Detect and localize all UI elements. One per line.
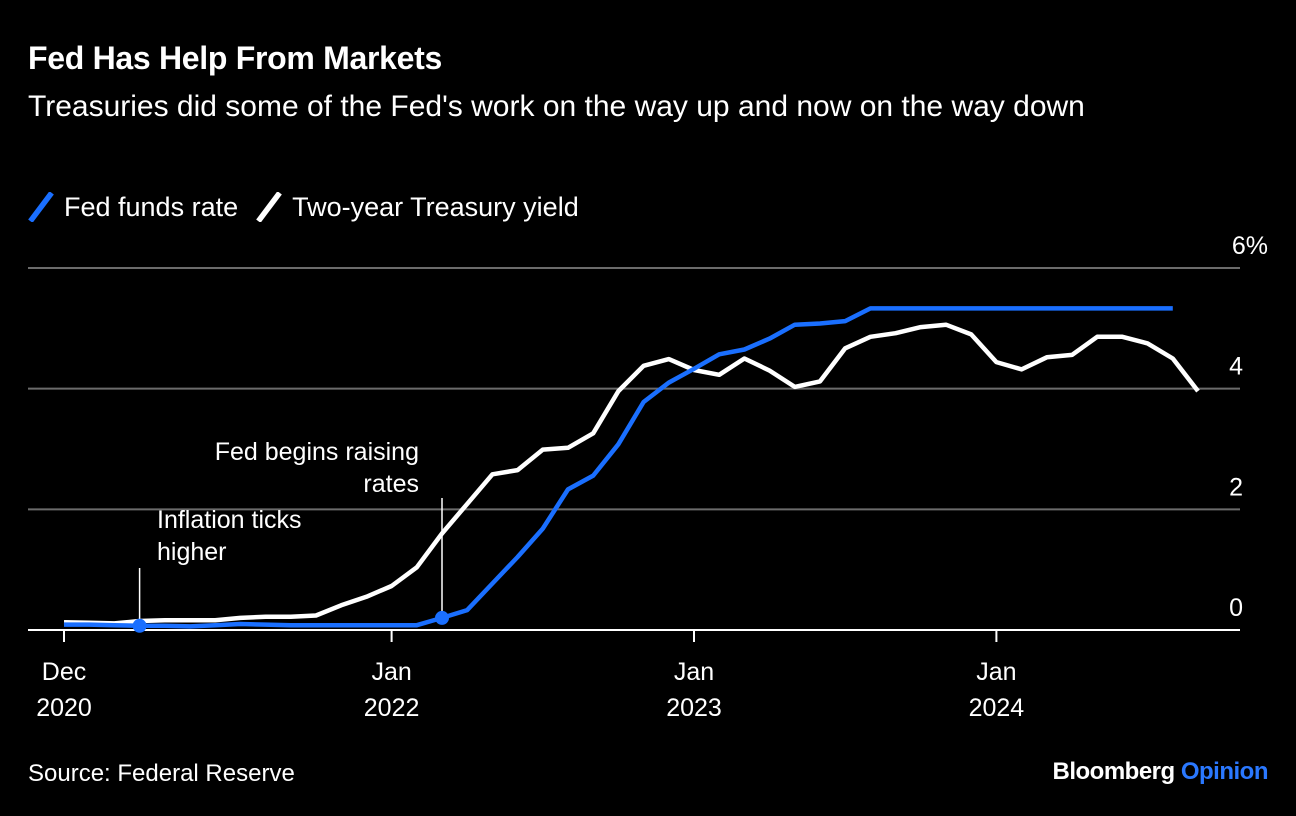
series-lines [63,306,1200,629]
annotation-text-0-line-1: higher [157,538,227,566]
x-tick-label-month-0: Dec [42,658,86,686]
x-tick-label-year-2: 2023 [666,694,722,722]
legend-item-treasury: Two-year Treasury yield [256,192,579,223]
annotation-marker-0 [132,618,147,633]
annotation-text-1-line-1: rates [363,470,419,498]
x-tick-label-month-3: Jan [976,658,1016,686]
legend-item-fed-funds: Fed funds rate [28,192,238,223]
y-tick-label-2: 2 [1229,473,1243,501]
annotation-marker-1 [435,610,449,625]
x-tick-label-month-2: Jan [674,658,714,686]
grid-lines [28,267,1240,631]
brand-logo: Bloomberg Opinion [1053,758,1269,786]
legend-swatch-fed-funds [28,192,54,222]
source-note: Source: Federal Reserve [28,760,295,787]
x-tick-label-year-3: 2024 [969,694,1025,722]
y-tick-label-4: 4 [1229,353,1243,381]
annotations: Inflation ticks higher Fed begins raising r… [138,438,443,626]
x-axis: Dec 2020 Jan 2022 Jan 2023 Jan 2024 [36,630,1024,722]
annotation-markers [132,610,449,633]
chart-title: Fed Has Help From Markets [28,40,442,76]
chart-subtitle: Treasuries did some of the Fed's work on… [28,90,1085,123]
x-tick-label-year-1: 2022 [364,694,420,722]
legend-label-fed-funds: Fed funds rate [64,191,239,222]
legend: Fed funds rate Two-year Treasury yield [28,190,597,224]
annotation-text-1-line-0: Fed begins raising [215,438,419,466]
y-tick-label-6: 6% [1232,232,1268,260]
series-line-fed_funds [64,306,1173,629]
brand-name: Bloomberg [1052,758,1176,785]
y-axis-tick-labels: 0 2 4 6% [1229,232,1268,622]
x-tick-label-year-0: 2020 [36,694,92,722]
annotation-text-0-line-0: Inflation ticks [157,506,302,534]
legend-label-treasury: Two-year Treasury yield [292,191,579,222]
brand-accent: Opinion [1180,758,1269,785]
x-tick-label-month-1: Jan [371,658,411,686]
series-line-treasury [63,322,1200,626]
legend-swatch-treasury [256,192,282,222]
y-tick-label-0: 0 [1229,594,1243,622]
